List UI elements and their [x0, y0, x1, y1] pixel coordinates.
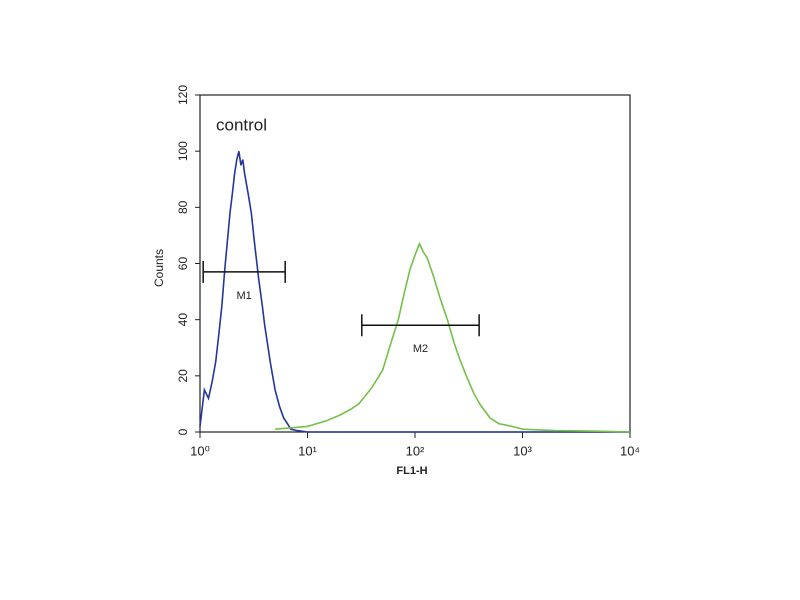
annotation: control: [216, 115, 267, 134]
y-tick-label: 120: [176, 85, 190, 105]
y-tick-label: 100: [176, 141, 190, 161]
y-tick-label: 40: [176, 313, 190, 327]
marker-label: M1: [237, 290, 252, 302]
x-axis-label: FL1-H: [396, 465, 427, 477]
y-tick-label: 0: [176, 428, 190, 435]
y-tick-label: 80: [176, 200, 190, 214]
series-line: [199, 151, 630, 433]
marker-label: M2: [413, 343, 428, 355]
x-tick-label: 10²: [406, 443, 425, 458]
y-axis-label: Counts: [152, 249, 166, 287]
plot-frame: [199, 94, 631, 433]
x-tick-label: 10⁴: [620, 443, 640, 458]
y-tick-label: 60: [176, 257, 190, 271]
y-tick-label: 20: [176, 369, 190, 383]
series-line: [275, 241, 631, 433]
x-tick-label: 10¹: [298, 443, 317, 458]
x-tick-label: 10³: [513, 443, 532, 458]
x-tick-label: 10⁰: [190, 443, 210, 458]
